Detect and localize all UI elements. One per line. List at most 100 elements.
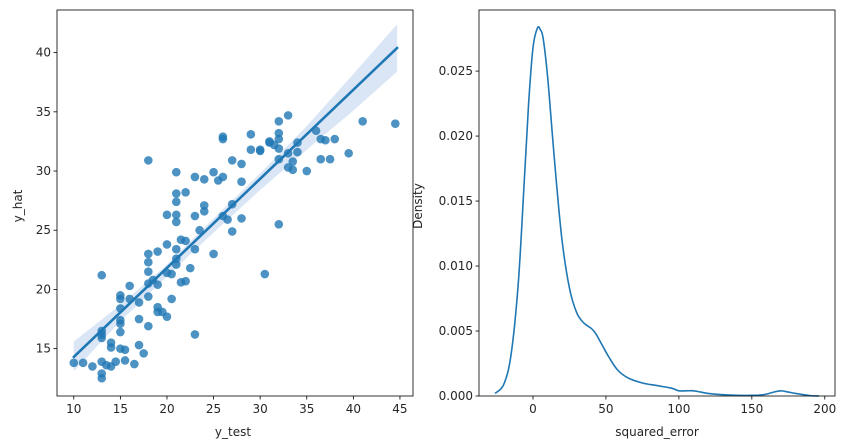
scatter-point xyxy=(171,244,181,254)
y-axis-label: y_hat xyxy=(11,189,25,222)
scatter-point xyxy=(171,189,181,198)
scatter-point xyxy=(199,201,209,210)
x-tick-label: 150 xyxy=(740,402,763,416)
scatter-point xyxy=(237,214,246,223)
scatter-y-ticks: 15 20 25 30 35 40 xyxy=(36,46,57,356)
scatter-point xyxy=(288,157,298,166)
scatter-plot-area xyxy=(69,24,400,383)
scatter-point xyxy=(69,358,79,368)
scatter-point xyxy=(227,156,237,165)
scatter-point xyxy=(144,249,153,259)
scatter-point xyxy=(344,148,354,158)
scatter-point xyxy=(274,117,284,126)
scatter-point xyxy=(218,172,228,182)
density-y-ticks: 0.000 0.005 0.010 0.015 0.020 0.025 xyxy=(439,64,479,403)
scatter-point xyxy=(190,211,200,221)
scatter-point xyxy=(209,167,218,177)
scatter-point xyxy=(288,165,298,175)
x-tick-label: 15 xyxy=(113,402,128,416)
density-axes-frame xyxy=(478,9,836,397)
scatter-point xyxy=(78,358,88,368)
x-tick-label: 35 xyxy=(299,402,314,416)
scatter-point xyxy=(255,145,265,155)
scatter-point xyxy=(139,349,148,358)
scatter-point xyxy=(144,292,153,301)
x-tick-label: 30 xyxy=(253,402,268,416)
scatter-point xyxy=(321,135,330,145)
scatter-point xyxy=(190,172,200,182)
scatter-x-ticks: 10 15 20 25 30 35 40 45 xyxy=(66,396,408,416)
y-tick-label: 40 xyxy=(36,46,51,60)
scatter-axes-frame xyxy=(56,9,414,397)
scatter-point xyxy=(120,356,130,365)
scatter-point xyxy=(97,369,107,378)
x-tick-label: 10 xyxy=(66,402,81,416)
scatter-point xyxy=(171,197,181,207)
scatter-point xyxy=(167,269,176,279)
scatter-point xyxy=(260,269,270,279)
density-x-ticks: 0 50 100 150 200 xyxy=(529,396,836,416)
scatter-point xyxy=(330,134,340,144)
scatter-point xyxy=(116,315,125,325)
x-tick-label: 100 xyxy=(667,402,690,416)
scatter-point xyxy=(190,244,200,254)
scatter-point xyxy=(171,210,181,220)
scatter-point xyxy=(390,119,400,128)
scatter-point xyxy=(116,327,125,337)
scatter-point xyxy=(190,330,200,339)
scatter-point xyxy=(283,111,293,120)
scatter-point xyxy=(218,132,228,141)
scatter-point xyxy=(120,345,130,355)
scatter-point xyxy=(316,154,326,164)
scatter-point xyxy=(209,249,218,259)
scatter-point xyxy=(227,227,237,236)
density-curve xyxy=(494,26,819,397)
scatter-point xyxy=(153,247,162,256)
scatter-point xyxy=(111,357,121,366)
density-panel: 0 50 100 150 200 0.0000.0050.0100.0150.0200.… xyxy=(411,9,836,439)
density-plot-area xyxy=(494,26,819,397)
scatter-point xyxy=(274,134,284,144)
scatter-regression-panel: 10 15 20 25 30 35 40 45 15 20 25 30 35 40 y_test y_h… xyxy=(11,9,414,439)
scatter-point xyxy=(162,240,172,249)
scatter-point xyxy=(144,257,153,267)
scatter-point xyxy=(223,215,232,224)
scatter-point xyxy=(358,117,367,126)
scatter-point xyxy=(185,263,195,273)
scatter-point xyxy=(97,270,107,280)
x-tick-label: 0 xyxy=(529,402,537,416)
scatter-point xyxy=(293,147,302,157)
scatter-point xyxy=(302,166,312,176)
scatter-point xyxy=(116,291,125,300)
scatter-point xyxy=(171,217,181,227)
scatter-point xyxy=(144,156,153,165)
x-tick-label: 40 xyxy=(346,402,361,416)
scatter-point xyxy=(181,276,190,286)
scatter-point xyxy=(144,321,153,331)
y-tick-label: 20 xyxy=(36,282,51,296)
y-tick-label: 0.025 xyxy=(439,64,473,78)
regression-line xyxy=(72,46,399,359)
y-tick-label: 0.020 xyxy=(439,129,473,143)
x-axis-label: y_test xyxy=(215,425,251,439)
scatter-point xyxy=(199,206,209,216)
scatter-point xyxy=(153,280,162,290)
scatter-point xyxy=(237,177,246,186)
x-tick-label: 20 xyxy=(159,402,174,416)
x-tick-label: 200 xyxy=(813,402,836,416)
y-axis-label: Density xyxy=(411,183,425,229)
y-tick-label: 35 xyxy=(36,105,51,119)
scatter-point xyxy=(144,267,153,276)
scatter-point xyxy=(130,359,139,369)
scatter-point xyxy=(274,220,284,229)
scatter-point xyxy=(246,130,256,139)
scatter-point xyxy=(274,144,284,153)
scatter-point xyxy=(237,159,246,169)
scatter-point xyxy=(106,338,116,348)
scatter-point xyxy=(162,210,172,220)
y-tick-label: 0.005 xyxy=(439,324,473,338)
y-tick-label: 0.010 xyxy=(439,259,473,273)
y-tick-label: 0.000 xyxy=(439,389,473,403)
